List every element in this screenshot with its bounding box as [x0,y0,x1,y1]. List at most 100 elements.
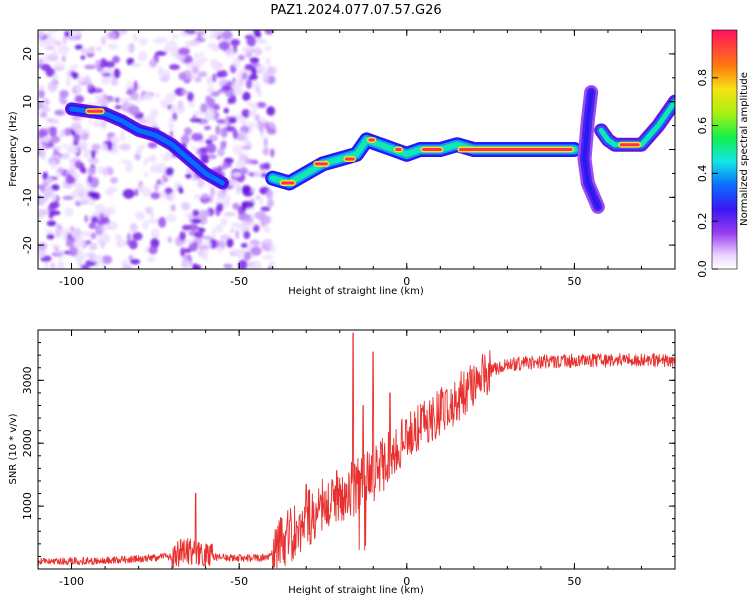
snr-x-tick-label: 50 [567,575,581,588]
spectral-speckle [62,195,74,200]
spectral-speckle [65,76,72,87]
spectral-speckle [38,63,42,69]
spectral-speckle [156,179,162,185]
spectral-speckle [73,227,82,238]
spectrogram-y-tick-label: 0 [21,146,34,153]
spectral-speckle [157,69,170,76]
spectral-speckle [71,189,79,199]
spectral-speckle [55,228,62,239]
spectral-speckle [265,189,274,200]
spectral-speckle [91,187,96,193]
spectral-speckle [126,57,135,66]
spectral-speckle [220,127,228,138]
spectral-speckle [43,188,54,199]
spectral-speckle [127,80,132,87]
spectral-speckle [62,35,68,45]
spectral-speckle [85,240,92,245]
spectral-speckle [135,212,145,221]
spectral-speckle [80,55,86,60]
spectral-speckle [216,189,227,200]
spectral-speckle [126,232,132,244]
spectral-speckle [133,80,138,92]
spectral-speckle [161,154,171,162]
spectral-speckle [121,264,133,269]
colorbar-frame [711,29,738,270]
spectral-speckle [122,188,135,199]
spectral-speckle [91,143,101,151]
spectral-speckle [68,176,76,185]
spectral-speckle [49,126,57,138]
spectral-speckle [74,160,82,169]
spectral-speckle [201,193,209,199]
spectrogram-y-tick-label: 20 [21,47,34,61]
spectral-speckle [150,228,160,239]
spectral-speckle [38,84,46,91]
spectral-speckle [56,144,62,152]
spectral-speckle [228,116,237,124]
spectral-speckle [48,119,60,124]
spectral-speckle [158,216,167,228]
spectral-speckle [89,242,98,251]
spectral-speckle [110,135,120,144]
spectral-speckle [38,89,45,99]
spectral-speckle [181,224,192,231]
spectral-speckle [75,83,82,95]
spectral-speckle [253,30,261,38]
spectral-speckle [38,146,46,152]
spectral-speckle [49,201,60,209]
spectrogram-x-tick-label: -100 [59,275,84,288]
spectral-speckle [100,143,108,152]
spectral-speckle [64,127,72,137]
spectral-speckle [46,233,55,240]
spectral-speckle [129,258,141,265]
spectral-speckle [119,97,131,103]
spectral-speckle [38,208,46,219]
spectral-speckle [71,30,82,37]
spectral-speckle [227,97,232,105]
colorbar-tick-label: 0.8 [696,69,709,87]
spectral-speckle [47,81,58,93]
spectral-speckle [264,124,270,130]
spectral-speckle [270,148,275,158]
spectral-speckle [108,221,118,231]
spectral-speckle [264,30,275,35]
spectral-speckle [269,245,276,253]
spectral-speckle [223,107,229,114]
ridge-segment-fold [582,90,600,209]
spectral-speckle [59,228,72,235]
spectral-speckle [189,39,200,46]
spectral-speckle [263,162,271,170]
spectral-speckle [199,51,204,58]
spectral-speckle [45,36,57,47]
spectral-speckle [38,242,48,251]
spectral-speckle [84,214,89,223]
spectral-speckle [160,176,165,186]
spectral-speckle [74,44,83,50]
spectral-speckle [183,30,189,34]
spectral-speckle [190,218,202,224]
spectral-speckle [192,175,197,182]
spectral-speckle [38,184,43,189]
spectral-speckle [264,57,271,65]
spectral-speckle [57,44,70,55]
spectrogram-y-tick-label: -20 [21,236,34,254]
spectral-speckle [47,142,55,148]
spectral-speckle [165,40,178,51]
spectral-speckle [99,219,111,224]
spectral-speckle [74,253,83,262]
spectral-speckle [47,30,58,34]
spectral-speckle [241,108,251,118]
spectral-speckle [87,84,93,90]
spectral-speckle [235,229,240,240]
spectrogram-x-tick-label: -50 [230,275,248,288]
spectral-speckle [211,73,217,83]
spectrogram-y-tick-label: 10 [21,95,34,109]
spectral-speckle [78,141,89,148]
spectral-speckle [177,100,184,110]
spectral-speckle [220,218,228,226]
spectral-speckle [71,72,79,80]
spectral-speckle [62,143,68,148]
spectral-speckle [218,41,230,51]
spectral-speckle [264,70,277,76]
